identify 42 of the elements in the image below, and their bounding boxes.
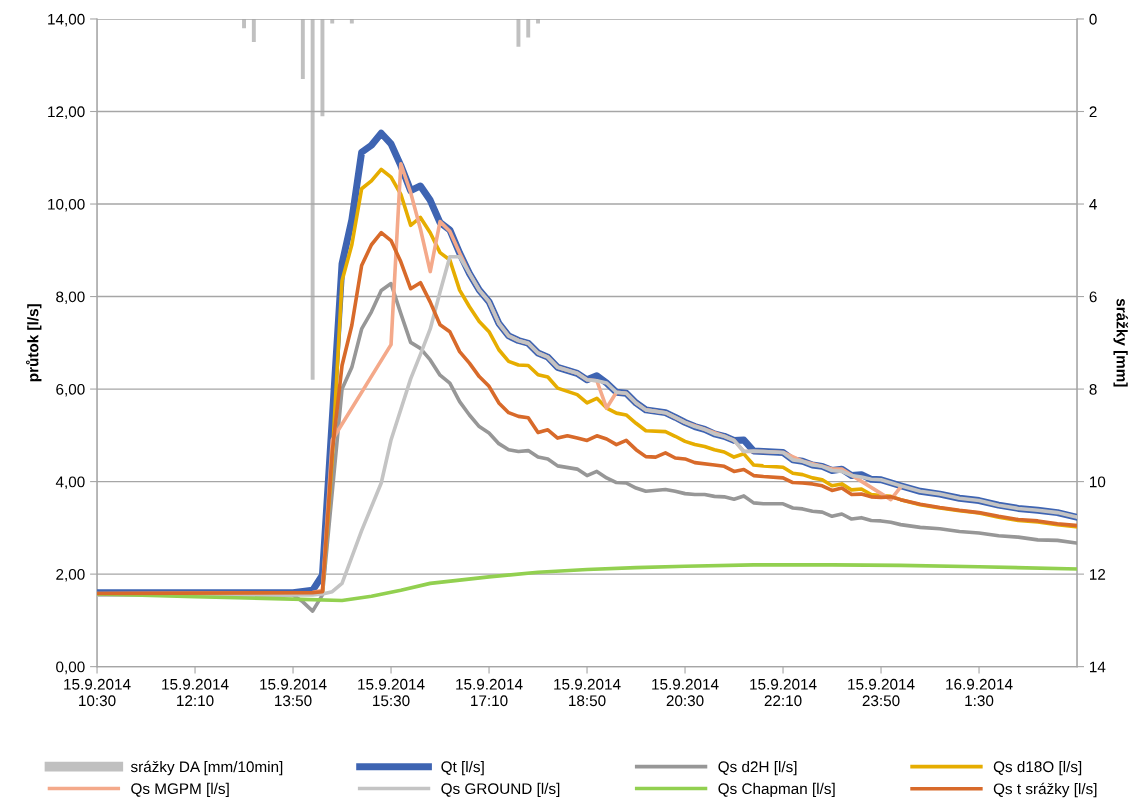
legend-label: Qs d2H [l/s] (718, 760, 797, 776)
x-tick-label: 15.9.2014 10:30 (64, 678, 131, 707)
x-tick-label: 16.9.2014 1:30 (946, 678, 1013, 707)
x-tick-label: 15.9.2014 12:10 (162, 678, 229, 707)
x-tick-label: 15.9.2014 17:10 (456, 678, 523, 707)
bar (251, 18, 256, 43)
y2-tick-label: 8 (1089, 383, 1097, 395)
y-tick-label: 8,00 (56, 291, 85, 305)
bar (320, 18, 325, 117)
y-tick-label: 10,00 (48, 198, 85, 212)
y-tick-label: 6,00 (56, 383, 85, 397)
y2-tick-label: 14 (1090, 661, 1106, 673)
legend-label: Qs d18O [l/s] (993, 760, 1082, 776)
y-tick-label: 4,00 (55, 476, 85, 490)
x-tick-label: 15.9.2014 23:50 (848, 678, 915, 707)
legend-label: srážky DA [mm/10min] (130, 760, 283, 776)
x-tick-label: 15.9.2014 15:30 (358, 678, 425, 707)
y-tick-label: 0,00 (56, 661, 85, 675)
x-tick-label: 15.9.2014 20:30 (652, 678, 719, 707)
legend-label: Qs t srážky [l/s] (993, 782, 1097, 798)
y2-tick-label: 6 (1089, 291, 1097, 303)
x-tick-label: 15.9.2014 18:50 (554, 678, 621, 707)
bar (516, 18, 521, 47)
y-axis-title: průtok [l/s] (26, 304, 42, 382)
y-tick-label: 14,00 (48, 13, 85, 27)
bar (300, 18, 305, 80)
legend-label: Qs Chapman [l/s] (718, 782, 835, 798)
bar (526, 18, 531, 38)
x-tick-label: 15.9.2014 13:50 (260, 678, 327, 707)
y2-axis-title: srážky [mm] (1113, 298, 1129, 387)
y-tick-label: 2,00 (56, 568, 85, 582)
legend-label: Qs GROUND [l/s] (441, 782, 560, 798)
y2-tick-label: 4 (1089, 199, 1097, 210)
y2-tick-label: 2 (1089, 106, 1097, 118)
y2-tick-label: 12 (1090, 568, 1106, 580)
y-tick-label: 12,00 (48, 106, 85, 119)
y2-tick-label: 10 (1090, 476, 1106, 488)
legend-label: Qs MGPM [l/s] (131, 782, 229, 798)
y2-tick-label: 0 (1089, 13, 1097, 25)
legend-label: Qt [l/s] (441, 760, 484, 776)
bar (310, 18, 315, 380)
x-tick-label: 15.9.2014 22:10 (750, 678, 817, 707)
